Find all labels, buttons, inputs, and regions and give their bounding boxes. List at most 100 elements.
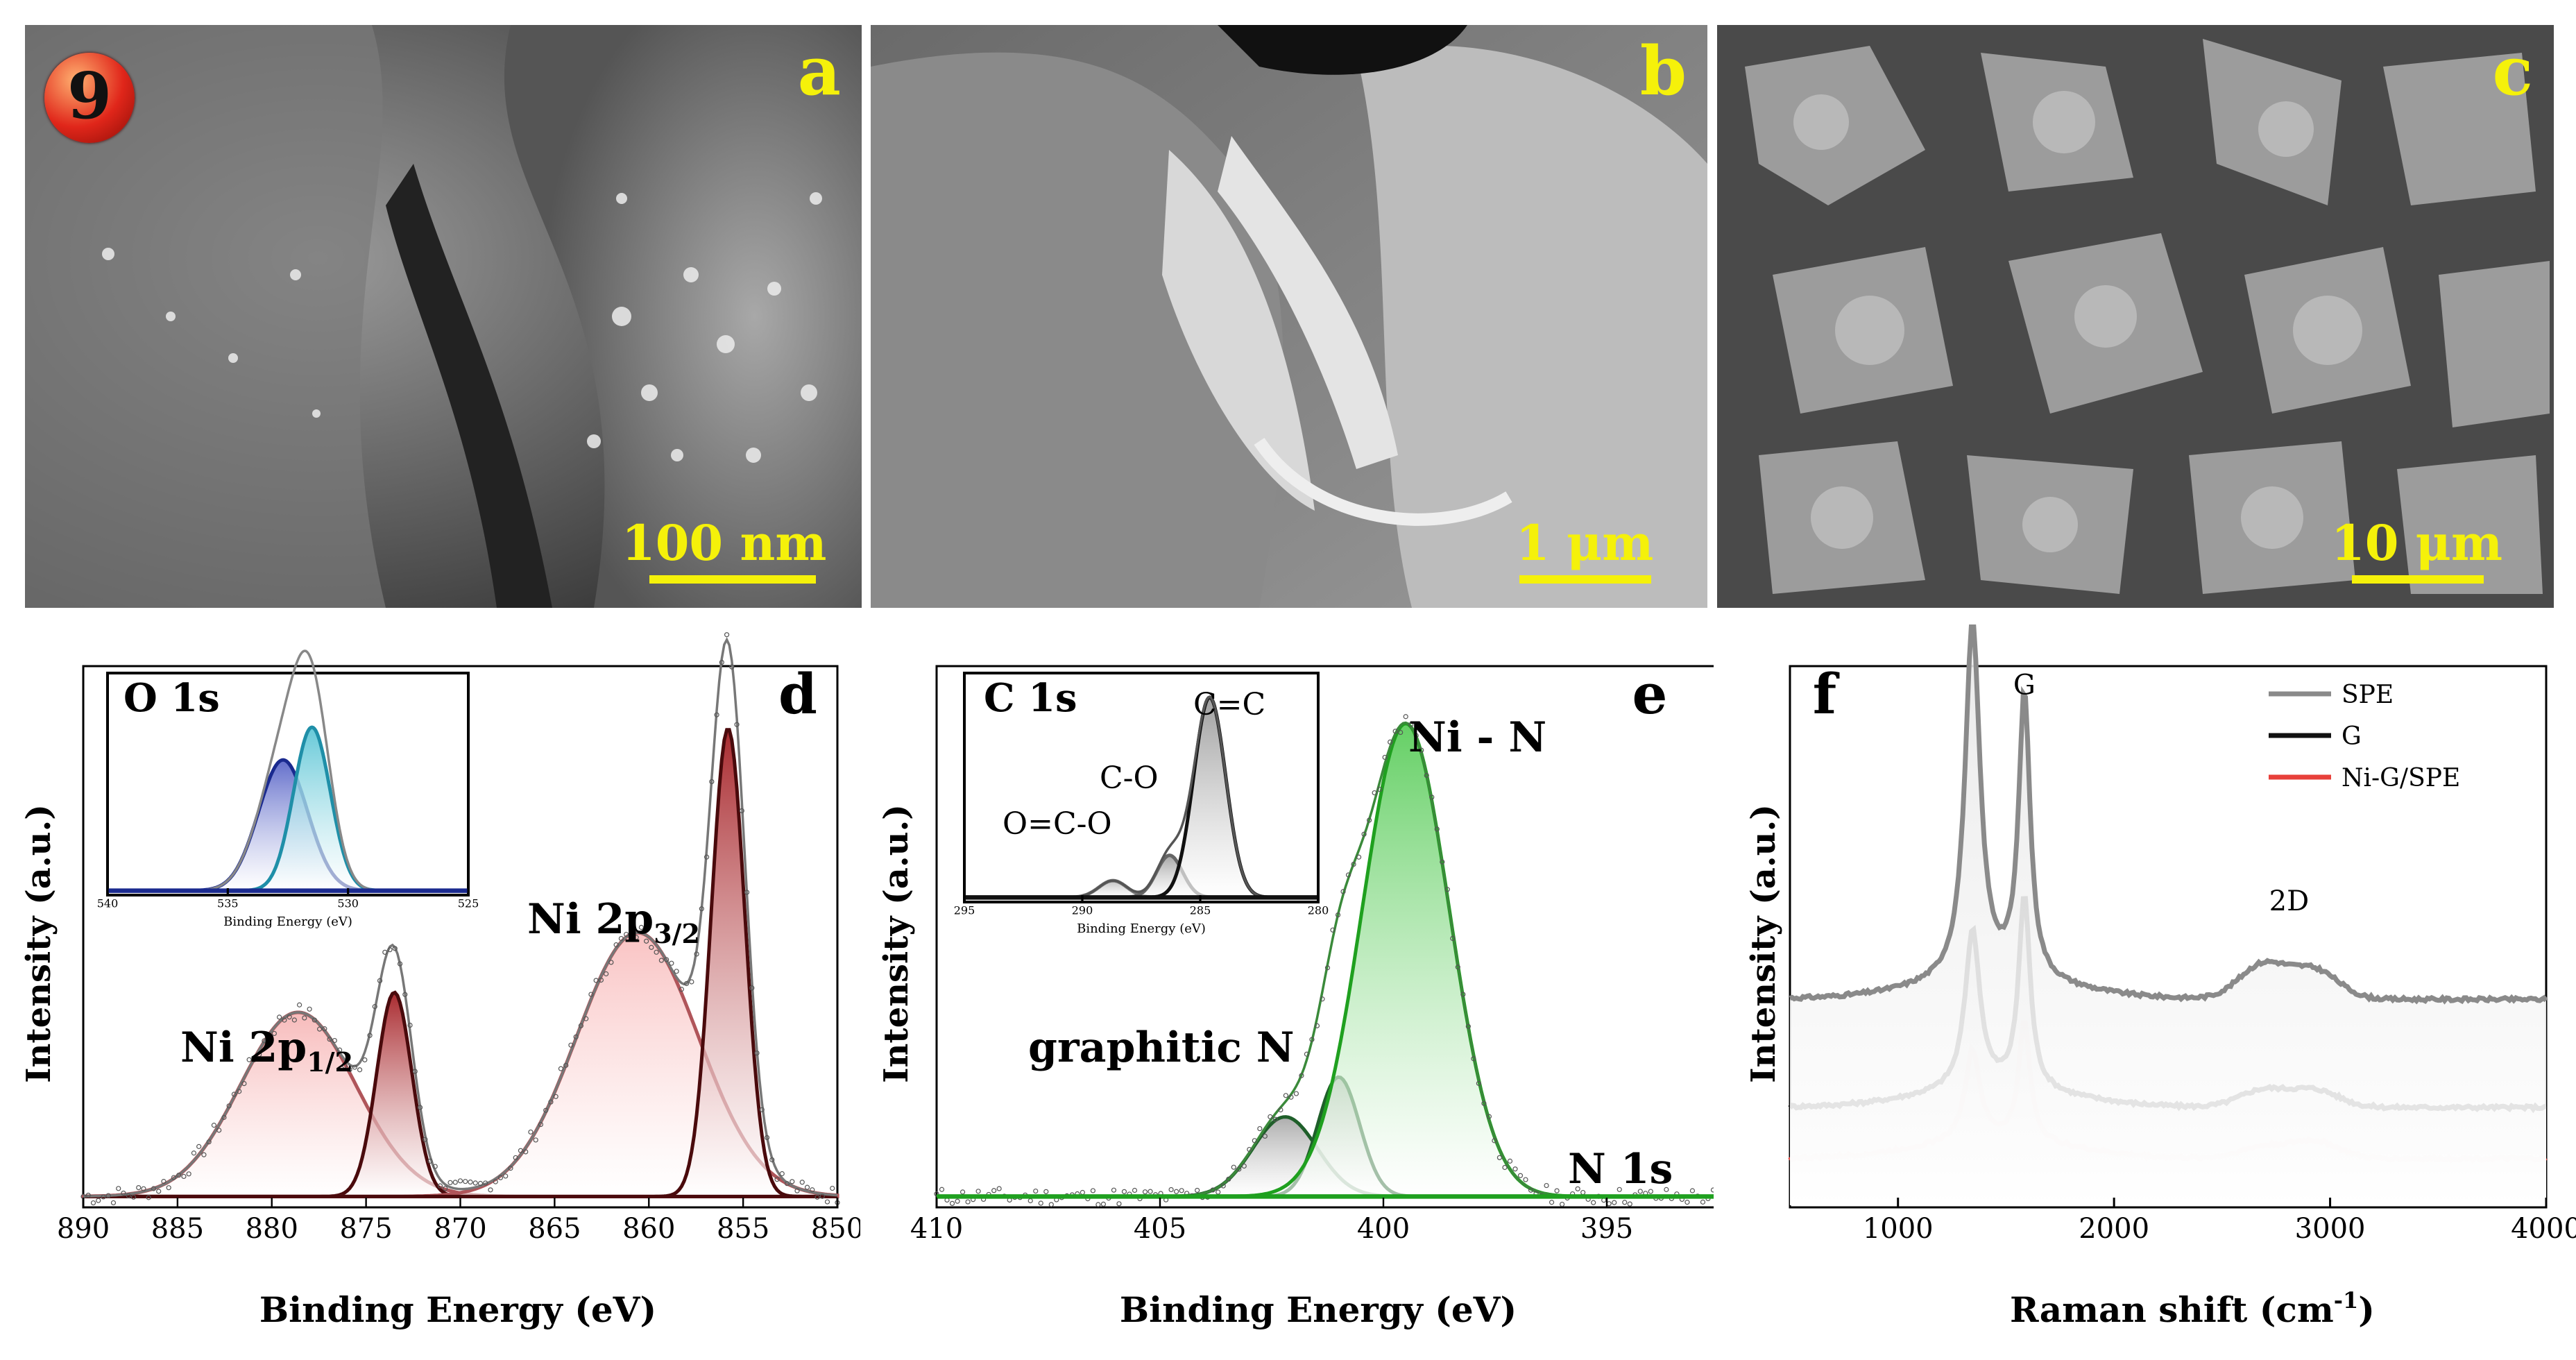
data-point (583, 1016, 589, 1021)
data-point (1220, 1183, 1226, 1189)
data-point (1429, 794, 1435, 800)
data-point (1121, 1189, 1127, 1194)
data-point (674, 969, 679, 974)
data-point (1330, 927, 1336, 933)
scalebar-b (1519, 575, 1651, 584)
data-point (1492, 1138, 1497, 1144)
data-point (121, 1190, 126, 1196)
data-point (488, 1187, 493, 1193)
data-point (1268, 1114, 1273, 1120)
data-point (1216, 1189, 1221, 1195)
data-point (156, 1189, 162, 1194)
data-point (739, 808, 744, 814)
data-point (1591, 1200, 1596, 1205)
data-point (297, 1002, 302, 1008)
data-point (1460, 992, 1466, 997)
data-point (1377, 786, 1383, 792)
data-point (644, 938, 649, 944)
data-point (332, 1037, 337, 1044)
data-point (1252, 1138, 1257, 1144)
data-point (633, 935, 639, 940)
data-point (201, 1152, 207, 1157)
data-point (186, 1171, 191, 1177)
peak-annotation: D (1961, 624, 1984, 627)
data-point (1648, 1189, 1653, 1194)
data-point (336, 1047, 343, 1053)
data-point (1038, 1200, 1043, 1206)
data-point (604, 971, 609, 977)
legend-label: Ni-G/SPE (2342, 764, 2460, 792)
data-point (588, 992, 594, 997)
data-point (176, 1173, 182, 1178)
data-point (412, 1069, 418, 1074)
data-point (1627, 1201, 1632, 1207)
data-point (1095, 1202, 1101, 1207)
data-point (146, 1195, 151, 1200)
data-point (533, 1137, 538, 1143)
data-point (493, 1179, 498, 1184)
x-tick-label: 860 (622, 1213, 675, 1245)
data-point (282, 1017, 287, 1023)
data-point (1236, 1166, 1242, 1172)
data-point (136, 1184, 142, 1191)
data-point (779, 1171, 785, 1177)
data-point (1299, 1073, 1304, 1078)
data-point (683, 980, 690, 987)
data-point (694, 951, 699, 957)
x-tick-label: 3000 (2295, 1213, 2366, 1245)
data-point (1320, 996, 1325, 1002)
data-point (468, 1179, 473, 1185)
data-point (1345, 872, 1351, 878)
chart-panel-e: Intensity (a.u.) 410 405 400 395 Binding En… (877, 661, 1714, 1330)
data-point (327, 1037, 332, 1042)
data-point (1502, 1164, 1508, 1171)
data-point (689, 979, 694, 985)
data-point (774, 1177, 780, 1182)
data-point (166, 1185, 171, 1191)
data-point (1174, 1189, 1179, 1194)
data-point (709, 779, 715, 785)
data-point (1684, 1200, 1690, 1205)
data-point (382, 949, 388, 955)
data-point (638, 924, 644, 930)
annotation-graphitic-n: graphitic N (1028, 1023, 1295, 1072)
axes-frame (963, 672, 1320, 903)
data-point (1664, 1187, 1669, 1192)
chart-panel-f: Intensity (a.u.) 1000 2000 3000 4000 D G 2D Ra… (1744, 624, 2576, 1330)
data-point (1424, 772, 1429, 779)
inset-annotation: C=C (1193, 687, 1265, 722)
data-point (161, 1179, 167, 1184)
x-tick-label: 890 (57, 1213, 110, 1245)
data-point (1523, 1177, 1528, 1182)
data-point (1367, 817, 1372, 823)
data-point (799, 1180, 805, 1185)
data-point (497, 1175, 504, 1180)
legend-f: SPE G Ni-G/SPE (2269, 681, 2460, 792)
data-point (367, 1032, 373, 1038)
annotation-ni-n: Ni - N (1408, 713, 1546, 762)
data-point (463, 1179, 468, 1184)
data-point (629, 925, 634, 930)
data-point (1179, 1188, 1184, 1193)
x-tick-label: 295 (954, 904, 975, 917)
data-point (991, 1188, 997, 1193)
inset-annotation: O=C-O (1003, 806, 1112, 842)
data-point (749, 985, 755, 991)
annotation-ni2p12: Ni 2p1/2 (180, 1023, 353, 1078)
data-point (1340, 889, 1346, 894)
data-point (1398, 729, 1404, 736)
data-point (1272, 1116, 1278, 1122)
x-tick-label: 875 (339, 1213, 392, 1245)
data-point (105, 1193, 111, 1198)
data-point (965, 1199, 971, 1205)
data-point (211, 1123, 217, 1128)
data-point (1440, 859, 1445, 865)
data-point (1622, 1200, 1628, 1205)
data-point (427, 1158, 433, 1164)
x-tick-label: 395 (1580, 1213, 1633, 1245)
data-point (483, 1180, 488, 1186)
data-point (1419, 747, 1424, 753)
data-point (423, 1137, 428, 1142)
data-point (472, 1180, 478, 1186)
data-point (151, 1186, 157, 1191)
